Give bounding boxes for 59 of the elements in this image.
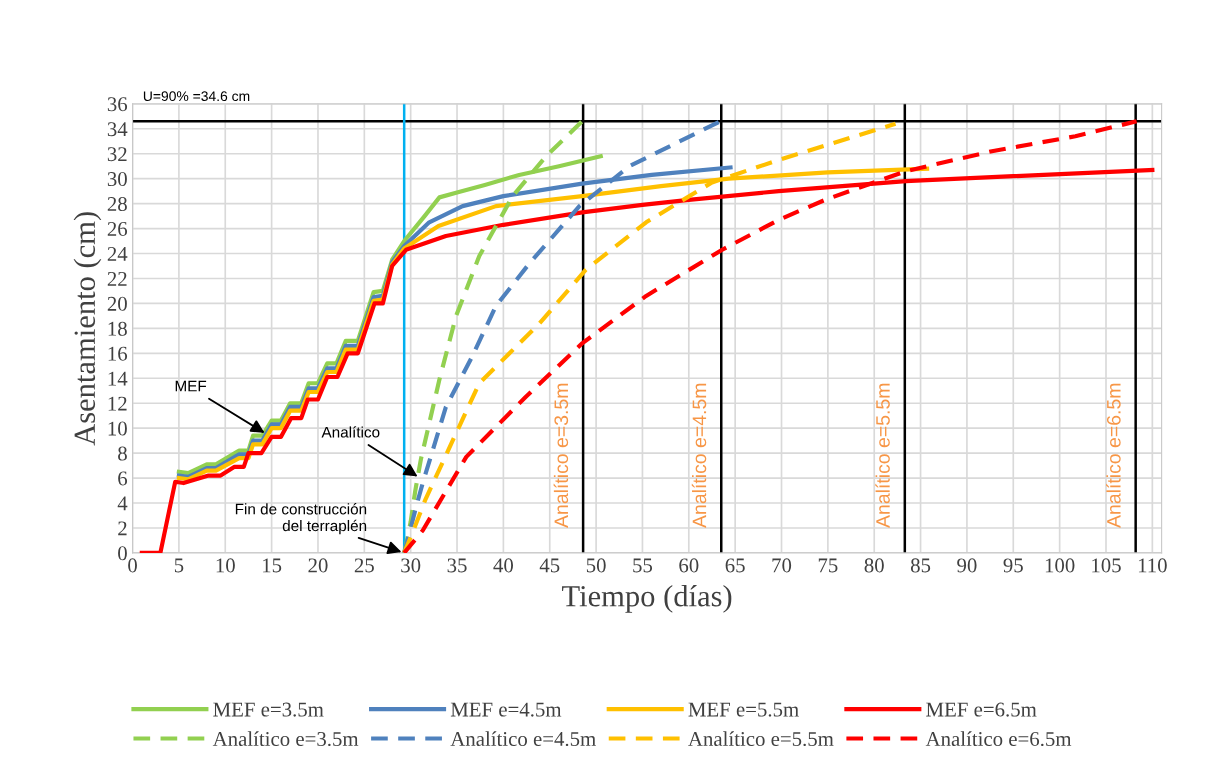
y-tick-label: 26 [107,222,128,236]
x-tick-label: 100 [1045,558,1075,573]
x-tick-label: 70 [772,558,792,573]
x-tick-label: 75 [818,558,838,573]
x-tick-label: 30 [401,558,421,573]
annotation: Analítico e=6.5m [1106,383,1121,528]
legend-label: MEF e=4.5m [450,702,562,717]
y-tick-label: 22 [107,271,127,286]
y-tick-label: 32 [107,147,127,162]
annotation: MEF [175,380,207,392]
x-tick-label: 95 [1003,558,1023,573]
legend-label: MEF e=3.5m [213,702,324,717]
x-tick-label: 35 [447,558,467,573]
legend-label: Analítico e=4.5m [450,731,596,747]
x-tick-label: 45 [539,558,560,573]
x-tick-label: 5 [174,558,184,573]
y-tick-label: 16 [108,346,128,361]
x-tick-label: 55 [633,558,653,573]
y-tick-label: 10 [108,421,127,436]
annotation: Analítico [321,426,380,438]
x-tick-label: 80 [864,558,884,573]
x-tick-label: 15 [263,558,282,573]
x-tick-label: 40 [493,558,514,573]
x-tick-label: 60 [679,558,699,573]
y-tick-label: 36 [107,97,128,112]
y-tick-label: 14 [108,371,128,386]
legend-label: Analítico e=5.5m [688,731,834,747]
x-tick-label: 65 [725,558,745,573]
y-tick-label: 34 [107,122,128,137]
y-tick-label: 2 [118,521,127,536]
y-tick-label: 30 [107,172,127,187]
ref-line-label: U=90% =34.6 cm [143,91,250,102]
x-tick-label: 85 [910,558,931,573]
x-axis-title: Tiempo (días) [562,585,732,613]
x-tick-label: 20 [308,558,328,573]
y-tick-label: 28 [107,196,127,212]
annotation: Analítico e=3.5m [553,383,569,528]
annotation: Fin de construcción del terraplén [235,503,367,535]
annotation: Analítico e=4.5m [691,383,707,528]
x-tick-label: 90 [957,558,977,573]
legend-label: MEF e=6.5m [926,702,1037,717]
y-tick-label: 4 [117,496,128,511]
y-tick-label: 0 [118,546,127,561]
x-tick-label: 105 [1092,558,1121,573]
y-tick-label: 6 [118,471,128,486]
annotation: Analítico e=5.5m [875,383,890,528]
x-tick-label: 50 [586,558,606,573]
y-tick-label: 24 [107,246,128,261]
x-tick-label: 110 [1138,558,1167,573]
y-tick-label: 20 [107,296,127,311]
y-tick-label: 18 [108,321,127,336]
y-tick-label: 12 [108,396,127,411]
x-tick-label: 25 [354,558,374,573]
x-tick-label: 10 [216,558,235,573]
y-tick-label: 8 [118,446,127,461]
legend-label: Analítico e=3.5m [212,731,359,747]
legend-label: Analítico e=6.5m [925,731,1072,747]
legend-label: MEF e=5.5m [688,702,799,717]
y-axis-title: Asentamiento (cm) [73,212,102,446]
